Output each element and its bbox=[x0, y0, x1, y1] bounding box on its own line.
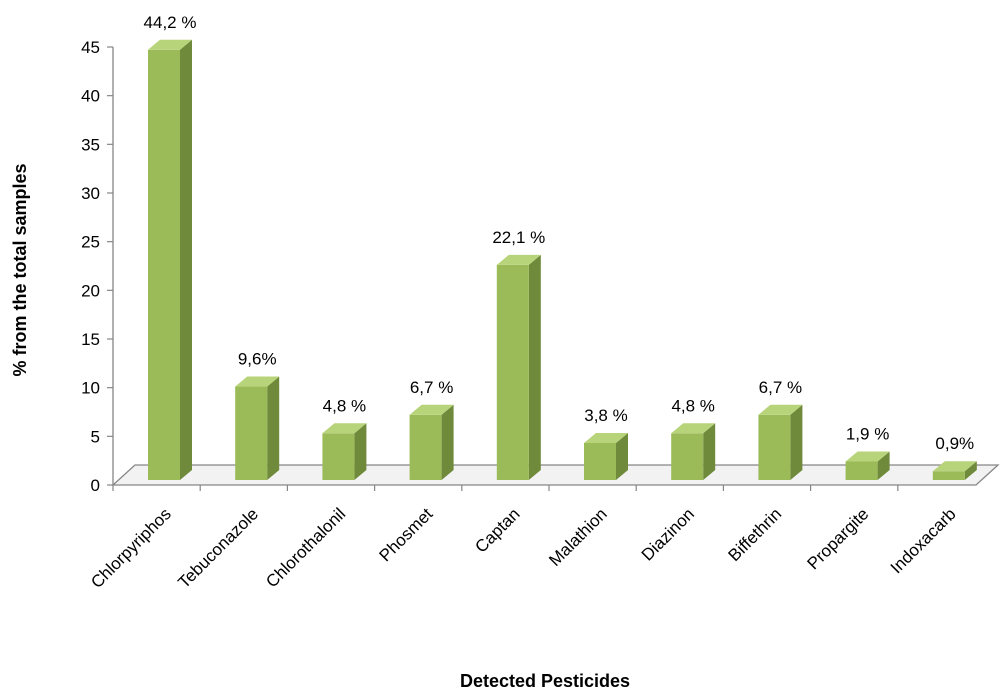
bar bbox=[409, 404, 454, 480]
bar bbox=[496, 254, 541, 480]
category-labels: Chlorpyriphos Tebuconazole Chlorothalonil P… bbox=[87, 504, 959, 592]
bar-front bbox=[235, 386, 268, 480]
bar-top bbox=[932, 461, 977, 472]
bar-side bbox=[964, 461, 977, 480]
bar-front bbox=[758, 414, 791, 480]
y-tick-label: 10 bbox=[81, 379, 100, 398]
bar-top bbox=[758, 404, 803, 415]
category-label: Chlorpyriphos bbox=[87, 504, 175, 592]
data-label: 9,6% bbox=[238, 350, 277, 369]
bar-top bbox=[148, 39, 192, 50]
y-tick-label: 45 bbox=[81, 38, 100, 57]
bar-front bbox=[148, 49, 180, 480]
y-tick-label: 25 bbox=[81, 233, 100, 252]
bar-top bbox=[235, 376, 280, 387]
bar-top bbox=[671, 423, 716, 434]
y-tick-label: 35 bbox=[81, 135, 100, 154]
x-axis-title: Detected Pesticides bbox=[460, 671, 630, 691]
bar bbox=[758, 404, 803, 480]
bar-side bbox=[528, 254, 541, 480]
data-label: 6,7 % bbox=[410, 378, 453, 397]
bar-front bbox=[496, 264, 529, 480]
bar-side bbox=[703, 423, 716, 480]
y-tick-label: 5 bbox=[91, 427, 100, 446]
data-labels: 44,2 % 9,6% 4,8 % 6,7 % 22,1 % 3,8 % 4,8 % 6,7 … bbox=[144, 13, 975, 453]
bar bbox=[845, 451, 890, 480]
bars bbox=[148, 39, 977, 480]
bar-front bbox=[409, 414, 442, 480]
bar-front bbox=[845, 461, 878, 480]
bar-side bbox=[354, 423, 367, 480]
bar bbox=[235, 376, 280, 480]
category-label: Propargite bbox=[804, 504, 873, 573]
y-axis-title: % from the total samples bbox=[10, 163, 30, 376]
bar-top bbox=[845, 451, 890, 462]
bar bbox=[671, 423, 716, 480]
data-label: 3,8 % bbox=[584, 406, 627, 425]
y-tick-label: 20 bbox=[81, 281, 100, 300]
category-label: Biffethrin bbox=[725, 504, 786, 565]
bar-front bbox=[932, 471, 965, 480]
category-label: Malathion bbox=[545, 504, 611, 570]
bar bbox=[148, 39, 192, 480]
y-tick-label: 0 bbox=[91, 476, 100, 495]
y-tick-label: 15 bbox=[81, 330, 100, 349]
data-label: 1,9 % bbox=[846, 425, 889, 444]
bar-top bbox=[409, 404, 454, 415]
bar-side bbox=[616, 433, 628, 480]
category-label: Indoxacarb bbox=[887, 504, 960, 577]
bar-front bbox=[671, 433, 704, 480]
category-label: Chlorothalonil bbox=[262, 504, 349, 591]
bar-top bbox=[322, 423, 367, 434]
y-tick-label: 40 bbox=[81, 87, 100, 106]
bar-top bbox=[496, 254, 541, 265]
data-label: 44,2 % bbox=[144, 13, 197, 32]
bar-front bbox=[584, 443, 616, 480]
data-label: 6,7 % bbox=[759, 378, 802, 397]
data-label: 4,8 % bbox=[323, 396, 366, 415]
category-label: Captan bbox=[471, 504, 523, 556]
category-label: Diazinon bbox=[638, 504, 698, 564]
bar-side bbox=[877, 451, 890, 480]
data-label: 22,1 % bbox=[492, 228, 545, 247]
y-tick-label: 30 bbox=[81, 184, 100, 203]
bar bbox=[932, 461, 977, 480]
bar-top bbox=[584, 433, 628, 444]
bar-side bbox=[267, 376, 280, 480]
bar bbox=[322, 423, 367, 480]
bar-side bbox=[180, 39, 192, 480]
bar-side bbox=[790, 404, 803, 480]
bar-front bbox=[322, 433, 355, 480]
data-label: 0,9% bbox=[935, 434, 974, 453]
bar bbox=[584, 433, 628, 480]
category-label: Tebuconazole bbox=[174, 504, 262, 592]
bar-side bbox=[441, 404, 454, 480]
category-label: Phosmet bbox=[376, 504, 437, 565]
data-label: 4,8 % bbox=[671, 396, 714, 415]
y-axis-ticks: 0 5 10 15 20 25 30 35 40 45 bbox=[81, 38, 113, 495]
